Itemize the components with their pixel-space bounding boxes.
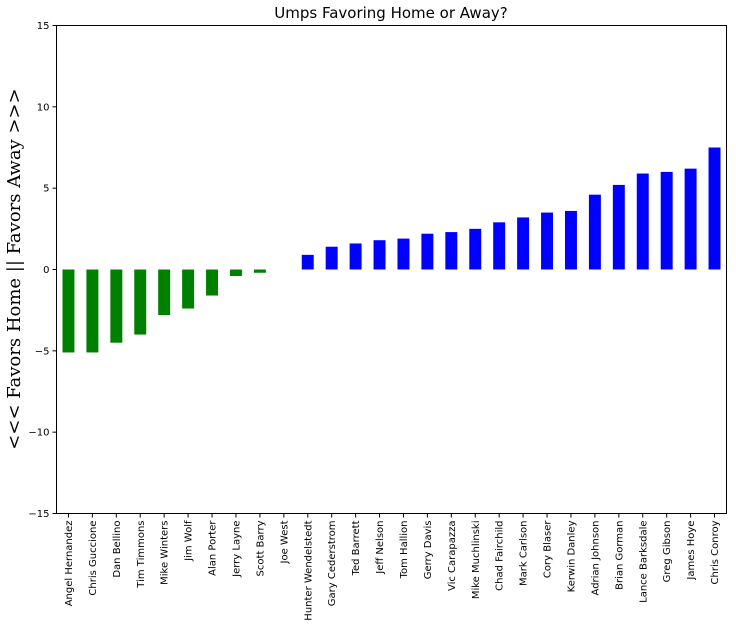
bar: [612, 184, 625, 270]
x-tick-label: James Hoye: [686, 521, 697, 581]
x-axis-ticks: Angel Hernandez Chris Guccione Dan Bellino…: [64, 513, 721, 621]
x-tick-label: Chris Conroy: [710, 520, 721, 584]
bar: [134, 269, 147, 335]
y-tick-label: −15: [28, 509, 49, 520]
y-axis-ticks: −15 −10 −5 0 5 10 15: [28, 21, 57, 520]
x-tick-label: Joe West: [279, 520, 290, 564]
x-tick-label: Cory Blaser: [543, 520, 554, 578]
bar: [229, 269, 242, 277]
bar: [86, 269, 99, 353]
bar: [469, 228, 482, 270]
x-tick-label: Scott Barry: [255, 520, 266, 576]
x-tick-label: Jim Wolf: [184, 520, 195, 562]
x-tick-label: Mike Muchlinski: [471, 521, 482, 600]
y-tick-label: 5: [43, 184, 49, 195]
x-tick-label: Chad Fairchild: [495, 521, 506, 591]
plot-frame: [56, 25, 727, 514]
x-tick-label: Dan Bellino: [112, 521, 123, 578]
bar: [158, 269, 171, 316]
bar: [62, 269, 75, 353]
y-axis-label: <<< Favors Home || Favors Away >>>: [4, 88, 25, 449]
bar: [349, 243, 362, 270]
x-tick-label: Jerry Layne: [231, 521, 242, 578]
x-tick-label: Hunter Wendelstedt: [303, 520, 314, 620]
bar: [564, 210, 577, 270]
bar: [493, 222, 506, 270]
x-tick-label: Tim Timmons: [136, 521, 147, 589]
bar: [373, 240, 386, 270]
y-tick-label: −5: [35, 346, 50, 357]
x-tick-label: Gerry Davis: [423, 521, 434, 580]
bar: [708, 147, 721, 270]
y-tick-label: −10: [28, 428, 49, 439]
x-tick-label: Brian Gorman: [614, 521, 625, 590]
x-tick-label: Kerwin Danley: [566, 520, 577, 592]
bar: [660, 171, 673, 270]
bar: [684, 168, 697, 270]
y-tick-label: 15: [37, 21, 50, 32]
bar: [397, 238, 410, 270]
bar: [182, 269, 195, 309]
chart-title: Umps Favoring Home or Away?: [274, 4, 507, 22]
x-tick-label: Alan Porter: [208, 520, 219, 576]
x-tick-label: Vic Carapazza: [447, 521, 458, 592]
bar: [517, 217, 530, 270]
x-tick-label: Jeff Nelson: [375, 521, 386, 575]
x-tick-label: Angel Hernandez: [64, 521, 75, 607]
y-tick-label: 10: [37, 102, 50, 113]
bar: [206, 269, 219, 296]
bar: [110, 269, 123, 343]
x-tick-label: Gary Cederstrom: [327, 521, 338, 607]
bar: [301, 254, 314, 270]
x-tick-label: Mark Carlson: [519, 521, 530, 587]
x-tick-label: Adrian Johnson: [590, 521, 601, 596]
bars-group: [62, 147, 721, 353]
x-tick-label: Chris Guccione: [88, 521, 99, 596]
x-tick-label: Lance Barksdale: [638, 521, 649, 603]
x-tick-label: Tom Hallion: [399, 521, 410, 580]
bar: [588, 194, 601, 270]
bar: [541, 212, 554, 270]
bar: [445, 232, 458, 270]
x-tick-label: Ted Barrett: [351, 520, 362, 576]
bar: [636, 173, 649, 270]
bar: [325, 246, 338, 270]
x-tick-label: Mike Winters: [160, 521, 171, 585]
x-tick-label: Greg Gibson: [662, 521, 673, 583]
bar: [253, 269, 266, 273]
bar: [421, 233, 434, 270]
y-tick-label: 0: [43, 265, 49, 276]
